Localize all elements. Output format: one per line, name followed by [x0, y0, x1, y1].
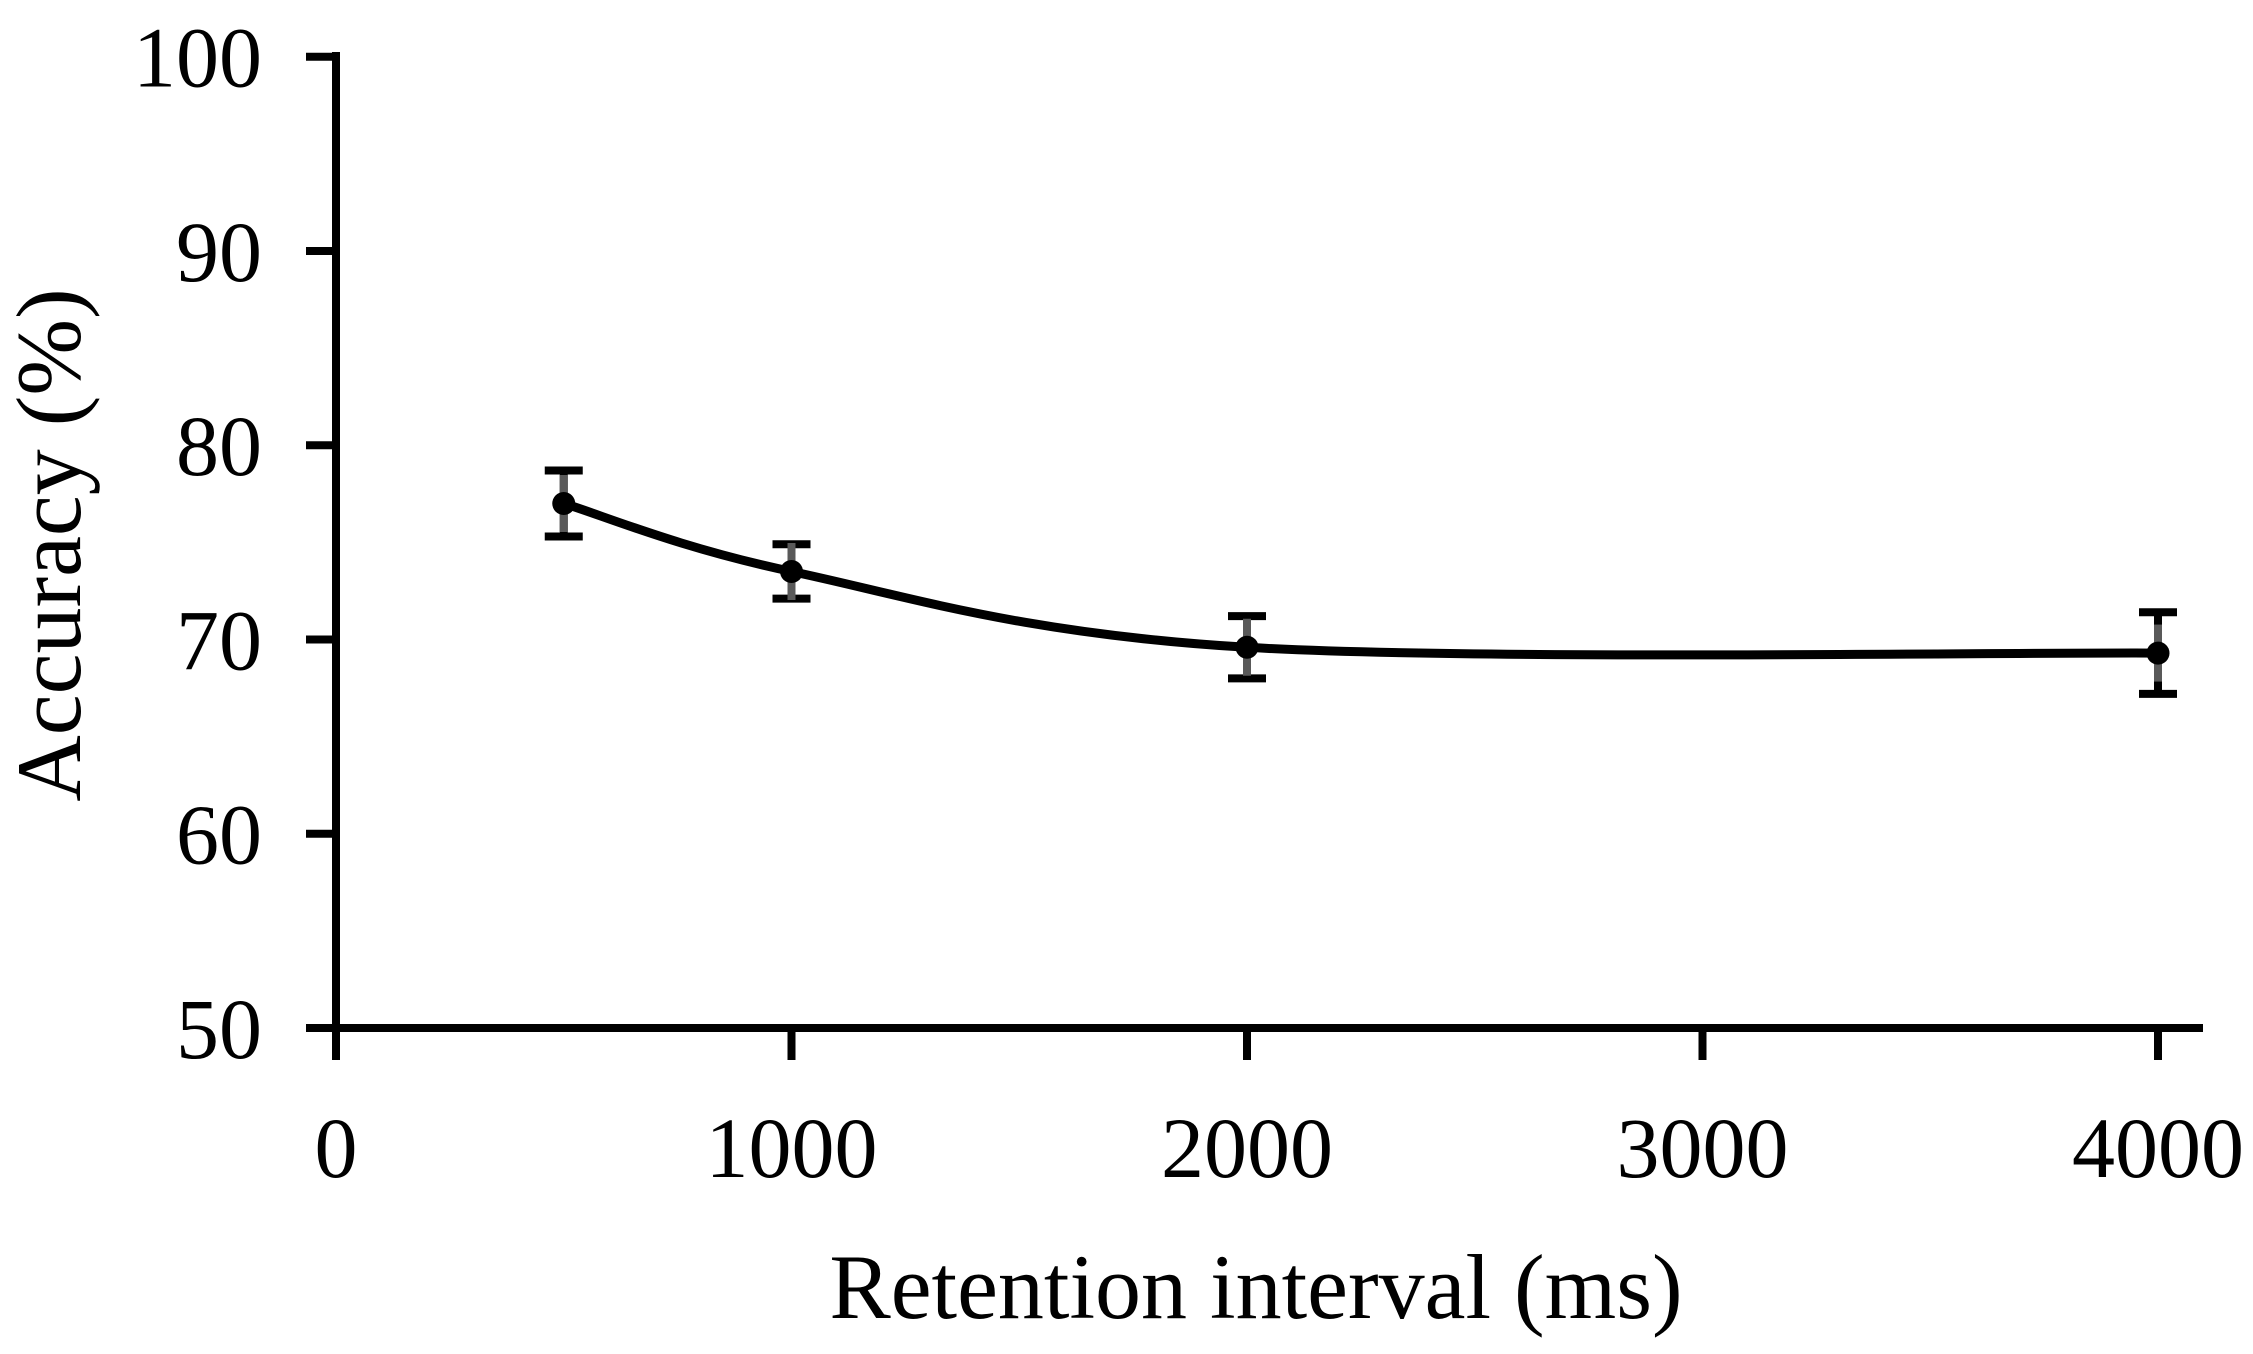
error-bar: [2139, 608, 2177, 698]
data-point-marker: [780, 559, 803, 583]
x-tick-label: 1000: [706, 1100, 878, 1196]
x-tick-label: 2000: [1161, 1100, 1333, 1196]
y-tick-label: 90: [176, 204, 262, 300]
data-series: [544, 466, 2177, 698]
x-tick-label: 0: [315, 1100, 358, 1196]
y-tick-label: 70: [176, 592, 262, 688]
y-tick-label: 80: [176, 398, 262, 494]
y-tick-label: 100: [133, 10, 262, 106]
error-bar: [1228, 612, 1266, 683]
series-line: [562, 499, 2159, 660]
error-bar: [544, 466, 583, 541]
data-point-marker: [1235, 635, 1259, 659]
y-tick-label: 50: [176, 981, 262, 1077]
x-tick-label: 3000: [1617, 1100, 1789, 1196]
y-axis-title: Accuracy (%): [0, 288, 100, 801]
x-tick-label: 4000: [2072, 1100, 2244, 1196]
error-bar: [772, 540, 811, 603]
axes: [332, 52, 2203, 1060]
x-axis-ticks: 0 1000 2000 3000 4000: [315, 1024, 2244, 1196]
data-point-marker: [2146, 641, 2170, 665]
data-point-marker: [552, 491, 576, 515]
y-axis-ticks: 50 60 70 80 90 100: [133, 10, 336, 1077]
y-tick-label: 60: [176, 787, 262, 883]
x-axis-title: Retention interval (ms): [829, 1236, 1682, 1338]
